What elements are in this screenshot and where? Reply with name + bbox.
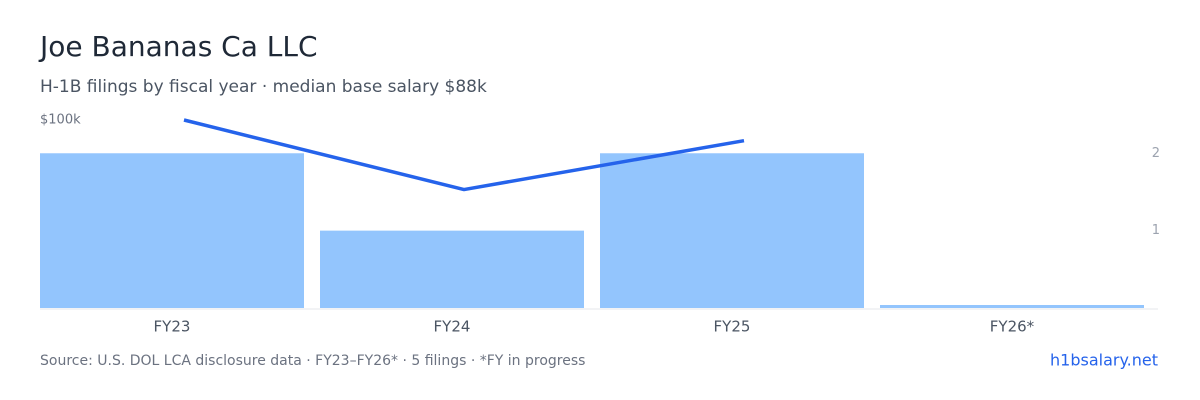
- bar: [600, 153, 864, 308]
- source-note: Source: U.S. DOL LCA disclosure data · F…: [40, 353, 585, 369]
- bar: [320, 230, 584, 308]
- y-tick-label: $100k: [40, 113, 81, 128]
- site-link[interactable]: h1bsalary.net: [1050, 351, 1158, 370]
- bar: [40, 153, 304, 308]
- x-tick-label: FY25: [714, 318, 751, 336]
- chart-subtitle: H-1B filings by fiscal year · median bas…: [40, 77, 487, 97]
- x-tick-label: FY24: [434, 318, 471, 336]
- line: [183, 118, 745, 192]
- bar: [880, 305, 1144, 308]
- y2-tick-label: 2: [1152, 146, 1160, 161]
- x-tick-label: FY23: [154, 318, 191, 336]
- x-tick-label: FY26*: [990, 318, 1035, 336]
- y2-tick-label: 1: [1152, 223, 1160, 238]
- chart-title: Joe Bananas Ca LLC: [38, 30, 318, 63]
